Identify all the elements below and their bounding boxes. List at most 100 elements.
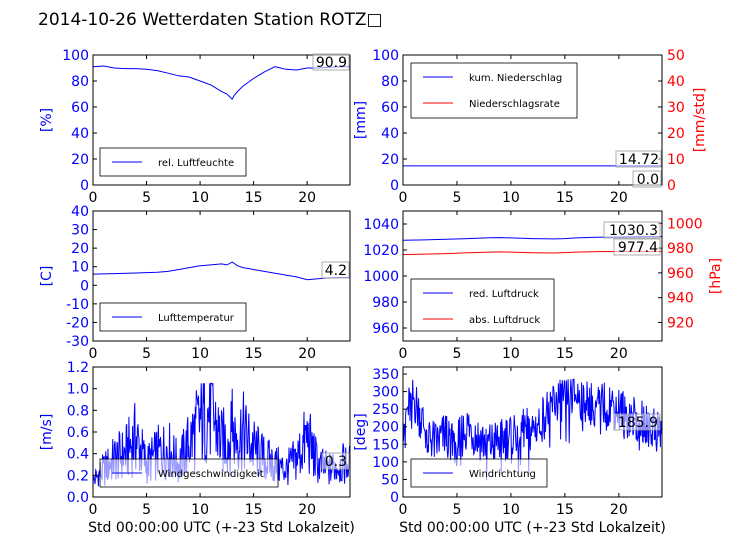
y-tick-label: 0 — [80, 278, 89, 294]
annotation-box — [321, 261, 350, 279]
y-tick-label: 0 — [390, 490, 399, 506]
y-tick-label: 100 — [372, 48, 399, 64]
legend-box — [410, 62, 578, 119]
y2-tick-label: 0 — [667, 178, 676, 194]
y-tick-label: 80 — [71, 74, 89, 90]
plot-frame — [92, 210, 351, 342]
y-tick-label: 10 — [71, 260, 89, 276]
y-tick-label: 960 — [372, 321, 399, 337]
y-tick-label: 1020 — [363, 243, 399, 259]
y2-tick-label: 30 — [667, 100, 685, 116]
plot-frame — [402, 54, 663, 186]
x-tick-label: 10 — [502, 190, 520, 206]
x-tick-label: 10 — [191, 346, 209, 362]
y-tick-label: 40 — [71, 126, 89, 142]
x-tick-label: 15 — [556, 346, 574, 362]
annotation-box — [613, 238, 661, 256]
y-tick-label: 30 — [71, 223, 89, 239]
legend: Windrichtung — [410, 458, 548, 488]
x-tick-label: 5 — [452, 346, 461, 362]
value-annotation: 4.2 — [325, 263, 347, 279]
legend-label: Windrichtung — [469, 469, 536, 480]
legend-label: Windgeschwindigkeit — [158, 469, 264, 480]
y-tick-label: 20 — [381, 152, 399, 168]
legend-label: Lufttemperatur — [158, 313, 235, 324]
x-tick-label: 10 — [502, 346, 520, 362]
y-tick-label: 980 — [372, 295, 399, 311]
y-tick-label: 150 — [372, 437, 399, 453]
y2-tick-label: 50 — [667, 48, 685, 64]
legend-label: red. Luftdruck — [469, 289, 539, 300]
panel-4: 0 5 10 15 20 960 980 1000 1020 1040 920 940 960 980 10… — [363, 210, 724, 362]
y-axis-label: [m/s] — [39, 414, 55, 451]
legend-box — [410, 278, 555, 332]
series-line-1 — [92, 261, 350, 281]
x-tick-label: 20 — [298, 346, 316, 362]
y2-tick-label: 1000 — [667, 216, 703, 232]
series-line-1 — [402, 378, 663, 481]
y2-tick-label: 920 — [667, 315, 694, 331]
y-tick-label: 250 — [372, 402, 399, 418]
value-annotation: 0.3 — [325, 454, 347, 470]
annotation-box — [613, 413, 661, 431]
y-tick-label: 40 — [381, 126, 399, 142]
y-axis-label: [C] — [39, 266, 55, 287]
legend: Lufttemperatur — [99, 302, 247, 332]
y2-axis-label: [mm/std] — [692, 88, 708, 153]
panel-1: 0 5 10 15 20 0 20 40 60 80 100 [%] rel. Luftfeuchte 9… — [39, 48, 351, 206]
x-tick-label: 0 — [89, 502, 98, 518]
annotation-box — [615, 150, 662, 168]
panel-5: 0 5 10 15 20 0.0 0.2 0.4 0.6 0.8 1.0 1.2 [m/s] Std 00… — [39, 360, 355, 536]
y-tick-label: 1040 — [363, 217, 399, 233]
y2-tick-label: 960 — [667, 266, 694, 282]
y2-tick-label: 980 — [667, 241, 694, 257]
x-axis-label: Std 00:00:00 UTC (+-23 Std Lokalzeit) — [399, 520, 666, 536]
series-line-2 — [402, 250, 662, 256]
y-tick-label: 0.6 — [67, 425, 89, 441]
x-tick-label: 0 — [399, 346, 408, 362]
panel-3: 0 5 10 15 20 -30 -20 -10 0 10 20 30 40 [C] Lufttempera… — [39, 204, 351, 362]
figure-title: 2014-10-26 Wetterdaten Station ROTZ□ — [38, 10, 383, 30]
legend-label: abs. Luftdruck — [469, 315, 540, 326]
y-tick-label: 200 — [372, 420, 399, 436]
panel-2: 0 5 10 15 20 0 20 40 60 80 100 0 10 20 30 40 50 [mm] [mm/s… — [353, 48, 708, 206]
y-axis-label: [deg] — [353, 413, 369, 450]
y2-tick-label: 940 — [667, 291, 694, 307]
series-line-1 — [92, 65, 350, 101]
y-tick-label: 50 — [381, 472, 399, 488]
x-axis-label: Std 00:00:00 UTC (+-23 Std Lokalzeit) — [88, 520, 355, 536]
y-tick-label: 1.0 — [67, 382, 89, 398]
y-tick-label: 350 — [372, 367, 399, 383]
y-tick-label: 100 — [62, 48, 89, 64]
annotation-box — [312, 53, 350, 71]
x-tick-label: 20 — [298, 190, 316, 206]
y-tick-label: 300 — [372, 385, 399, 401]
x-tick-label: 20 — [610, 190, 628, 206]
y2-tick-label: 40 — [667, 74, 685, 90]
x-tick-label: 15 — [556, 502, 574, 518]
y-axis-label: [mm] — [353, 101, 369, 139]
x-tick-label: 0 — [399, 190, 408, 206]
y-tick-label: -20 — [66, 315, 89, 331]
y-tick-label: -10 — [66, 297, 89, 313]
value-annotation: 14.72 — [619, 152, 659, 168]
y-tick-label: 100 — [372, 455, 399, 471]
y-tick-label: 0 — [80, 178, 89, 194]
x-tick-label: 0 — [89, 346, 98, 362]
y-axis-label: [%] — [39, 108, 55, 132]
value-annotation: 90.9 — [316, 55, 347, 71]
legend-label: Niederschlagsrate — [469, 99, 560, 110]
x-tick-label: 10 — [191, 502, 209, 518]
y-tick-label: 40 — [71, 204, 89, 220]
x-tick-label: 15 — [556, 190, 574, 206]
y-tick-label: 60 — [71, 100, 89, 116]
x-tick-label: 5 — [142, 190, 151, 206]
y-tick-label: 80 — [381, 74, 399, 90]
x-tick-label: 5 — [452, 502, 461, 518]
plot-frame — [92, 54, 351, 186]
annotation-box — [321, 452, 350, 470]
legend: rel. Luftfeuchte — [99, 147, 247, 177]
x-tick-label: 20 — [610, 502, 628, 518]
